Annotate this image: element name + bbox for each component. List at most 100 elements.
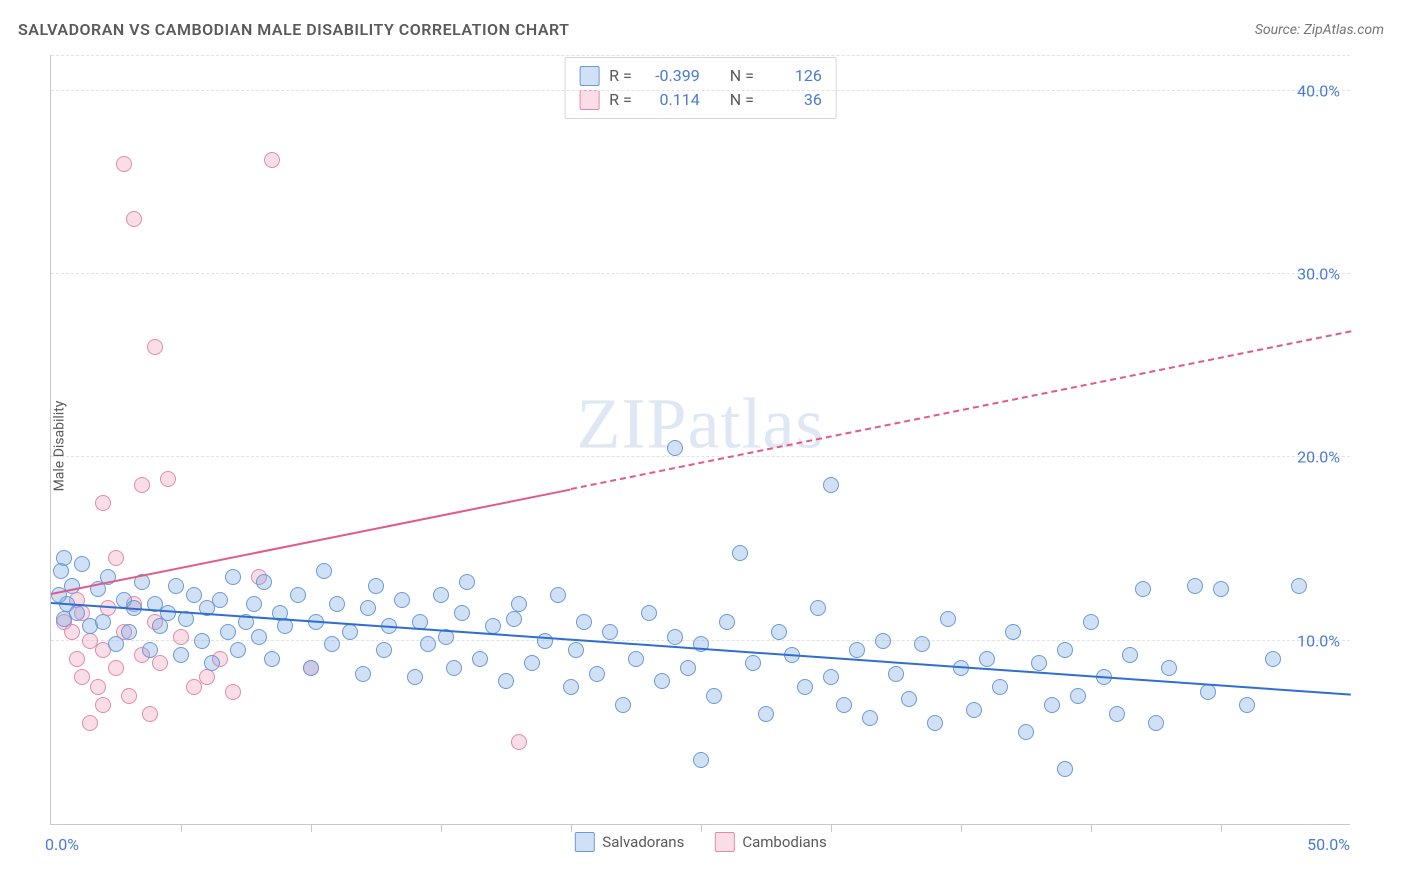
x-tick xyxy=(1221,824,1222,832)
point-salvadoran xyxy=(888,666,904,682)
point-salvadoran xyxy=(992,679,1008,695)
point-salvadoran xyxy=(459,574,475,590)
point-salvadoran xyxy=(376,642,392,658)
point-salvadoran xyxy=(680,660,696,676)
point-cambodian xyxy=(108,660,124,676)
point-salvadoran xyxy=(836,697,852,713)
point-salvadoran xyxy=(194,633,210,649)
point-salvadoran xyxy=(641,605,657,621)
legend-label: Salvadorans xyxy=(602,833,684,851)
point-salvadoran xyxy=(1122,647,1138,663)
point-salvadoran xyxy=(537,633,553,649)
point-salvadoran xyxy=(74,556,90,572)
point-cambodian xyxy=(82,715,98,731)
point-salvadoran xyxy=(303,660,319,676)
point-salvadoran xyxy=(1018,724,1034,740)
point-salvadoran xyxy=(823,477,839,493)
point-salvadoran xyxy=(914,636,930,652)
x-axis-max-label: 50.0% xyxy=(1307,835,1350,854)
point-salvadoran xyxy=(1057,642,1073,658)
point-salvadoran xyxy=(979,651,995,667)
y-tick-label: 20.0% xyxy=(1297,448,1340,467)
point-salvadoran xyxy=(862,710,878,726)
point-salvadoran xyxy=(342,624,358,640)
point-salvadoran xyxy=(602,624,618,640)
point-salvadoran xyxy=(628,651,644,667)
point-salvadoran xyxy=(173,647,189,663)
point-salvadoran xyxy=(56,550,72,566)
point-salvadoran xyxy=(316,563,332,579)
point-salvadoran xyxy=(1083,614,1099,630)
point-salvadoran xyxy=(394,592,410,608)
point-salvadoran xyxy=(719,614,735,630)
swatch-salvadoran xyxy=(574,832,594,852)
x-tick xyxy=(311,824,312,832)
point-salvadoran xyxy=(420,636,436,652)
point-salvadoran xyxy=(212,592,228,608)
point-salvadoran xyxy=(1148,715,1164,731)
point-cambodian xyxy=(126,211,142,227)
point-salvadoran xyxy=(758,706,774,722)
point-salvadoran xyxy=(485,618,501,634)
source-attribution: Source: ZipAtlas.com xyxy=(1255,22,1384,38)
point-cambodian xyxy=(511,734,527,750)
swatch-cambodian xyxy=(579,90,599,110)
point-salvadoran xyxy=(506,611,522,627)
point-salvadoran xyxy=(204,655,220,671)
point-salvadoran xyxy=(1109,706,1125,722)
point-cambodian xyxy=(225,684,241,700)
stats-row-salvadoran: R = -0.399 N = 126 xyxy=(579,64,822,88)
point-salvadoran xyxy=(225,569,241,585)
point-salvadoran xyxy=(589,666,605,682)
point-salvadoran xyxy=(108,636,124,652)
x-tick xyxy=(1091,824,1092,832)
point-salvadoran xyxy=(927,715,943,731)
point-salvadoran xyxy=(246,596,262,612)
point-salvadoran xyxy=(1005,624,1021,640)
point-salvadoran xyxy=(168,578,184,594)
point-salvadoran xyxy=(121,624,137,640)
x-tick xyxy=(441,824,442,832)
point-salvadoran xyxy=(654,673,670,689)
y-tick-label: 40.0% xyxy=(1297,81,1340,100)
point-salvadoran xyxy=(69,605,85,621)
point-salvadoran xyxy=(875,633,891,649)
point-cambodian xyxy=(199,669,215,685)
point-cambodian xyxy=(69,651,85,667)
swatch-salvadoran xyxy=(579,66,599,86)
point-salvadoran xyxy=(511,596,527,612)
point-salvadoran xyxy=(95,614,111,630)
stats-row-cambodian: R = 0.114 N = 36 xyxy=(579,88,822,112)
point-salvadoran xyxy=(186,587,202,603)
correlation-stats-box: R = -0.399 N = 126 R = 0.114 N = 36 xyxy=(564,57,837,119)
point-salvadoran xyxy=(1031,655,1047,671)
gridline xyxy=(51,55,1350,56)
point-salvadoran xyxy=(667,440,683,456)
point-salvadoran xyxy=(324,636,340,652)
point-cambodian xyxy=(142,706,158,722)
gridline xyxy=(51,90,1350,91)
point-salvadoran xyxy=(693,752,709,768)
point-salvadoran xyxy=(368,578,384,594)
x-tick xyxy=(961,824,962,832)
point-salvadoran xyxy=(446,660,462,676)
point-salvadoran xyxy=(1070,688,1086,704)
point-salvadoran xyxy=(576,614,592,630)
point-salvadoran xyxy=(1265,651,1281,667)
point-cambodian xyxy=(152,655,168,671)
series-legend: Salvadorans Cambodians xyxy=(574,832,826,852)
point-salvadoran xyxy=(1239,697,1255,713)
point-cambodian xyxy=(90,679,106,695)
point-salvadoran xyxy=(1135,581,1151,597)
legend-item-cambodian: Cambodians xyxy=(714,832,826,852)
point-salvadoran xyxy=(433,587,449,603)
point-salvadoran xyxy=(732,545,748,561)
x-axis-min-label: 0.0% xyxy=(45,835,79,854)
legend-item-salvadoran: Salvadorans xyxy=(574,832,684,852)
trendline-cambodian xyxy=(51,488,571,594)
point-salvadoran xyxy=(797,679,813,695)
point-salvadoran xyxy=(966,702,982,718)
point-cambodian xyxy=(160,471,176,487)
swatch-cambodian xyxy=(714,832,734,852)
chart-container: SALVADORAN VS CAMBODIAN MALE DISABILITY … xyxy=(0,0,1406,892)
